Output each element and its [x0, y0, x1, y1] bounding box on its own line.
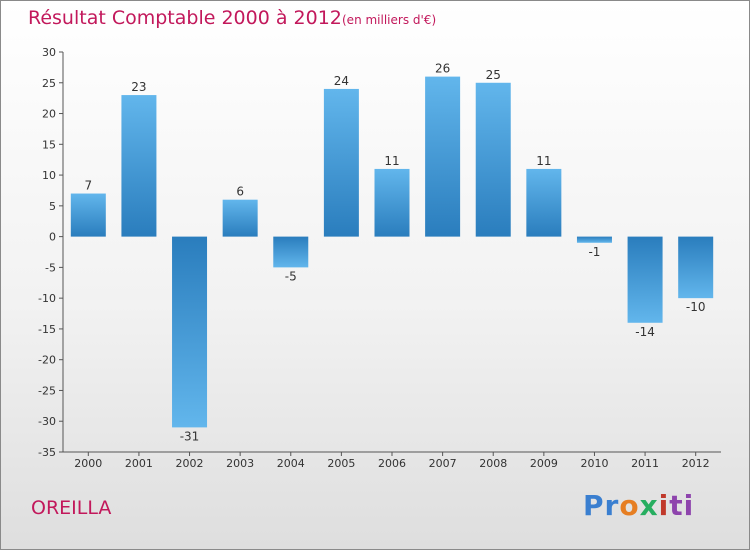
y-tick-label: -5	[45, 261, 56, 274]
value-label: 7	[84, 179, 92, 193]
y-tick-label: -25	[38, 384, 56, 397]
y-tick-label: 25	[42, 77, 56, 90]
value-label: 11	[536, 154, 551, 168]
chart-subtitle: (en milliers d'€)	[342, 13, 437, 27]
bar-2009[interactable]	[526, 168, 562, 237]
bar-2000[interactable]	[70, 193, 106, 237]
x-tick-label: 2000	[74, 457, 102, 470]
y-tick-label: 20	[42, 108, 56, 121]
commune-name: OREILLA	[31, 497, 112, 519]
value-label: 26	[435, 62, 450, 76]
x-tick-label: 2006	[378, 457, 406, 470]
value-label: 25	[486, 68, 501, 82]
bar-2001[interactable]	[121, 95, 157, 237]
x-tick-label: 2008	[479, 457, 507, 470]
y-tick-label: 15	[42, 138, 56, 151]
value-label: -5	[285, 269, 297, 283]
value-label: 24	[334, 74, 349, 88]
value-label: -31	[180, 429, 200, 443]
bar-2010[interactable]	[576, 236, 612, 243]
bar-2012[interactable]	[678, 236, 714, 299]
x-tick-label: 2004	[277, 457, 305, 470]
x-tick-label: 2009	[530, 457, 558, 470]
chart-title: Résultat Comptable 2000 à 2012	[28, 7, 342, 29]
bar-2003[interactable]	[222, 199, 258, 237]
x-tick-label: 2011	[631, 457, 659, 470]
x-tick-label: 2001	[125, 457, 153, 470]
y-tick-label: -15	[38, 323, 56, 336]
value-label: -14	[635, 325, 655, 339]
value-label: 23	[131, 80, 146, 94]
bar-2011[interactable]	[627, 236, 663, 323]
y-tick-label: 5	[49, 200, 56, 213]
value-label: 6	[236, 185, 244, 199]
bar-2007[interactable]	[425, 76, 461, 237]
bar-2005[interactable]	[323, 88, 359, 237]
bar-2004[interactable]	[273, 236, 309, 268]
value-label: -10	[686, 300, 706, 314]
x-tick-label: 2005	[327, 457, 355, 470]
x-tick-label: 2012	[682, 457, 710, 470]
x-tick-label: 2010	[580, 457, 608, 470]
y-tick-label: 10	[42, 169, 56, 182]
bar-2006[interactable]	[374, 168, 410, 237]
x-tick-label: 2003	[226, 457, 254, 470]
y-tick-label: -20	[38, 354, 56, 367]
x-tick-label: 2002	[176, 457, 204, 470]
value-label: -1	[588, 245, 600, 259]
y-tick-label: 30	[42, 46, 56, 59]
bar-2002[interactable]	[172, 236, 208, 428]
bar-2008[interactable]	[475, 82, 511, 237]
x-tick-label: 2007	[429, 457, 457, 470]
value-label: 11	[384, 154, 399, 168]
y-tick-label: 0	[49, 231, 56, 244]
y-tick-label: -30	[38, 415, 56, 428]
y-tick-label: -35	[38, 446, 56, 459]
proxiti-logo[interactable]: Proxiti	[583, 489, 695, 522]
y-tick-label: -10	[38, 292, 56, 305]
